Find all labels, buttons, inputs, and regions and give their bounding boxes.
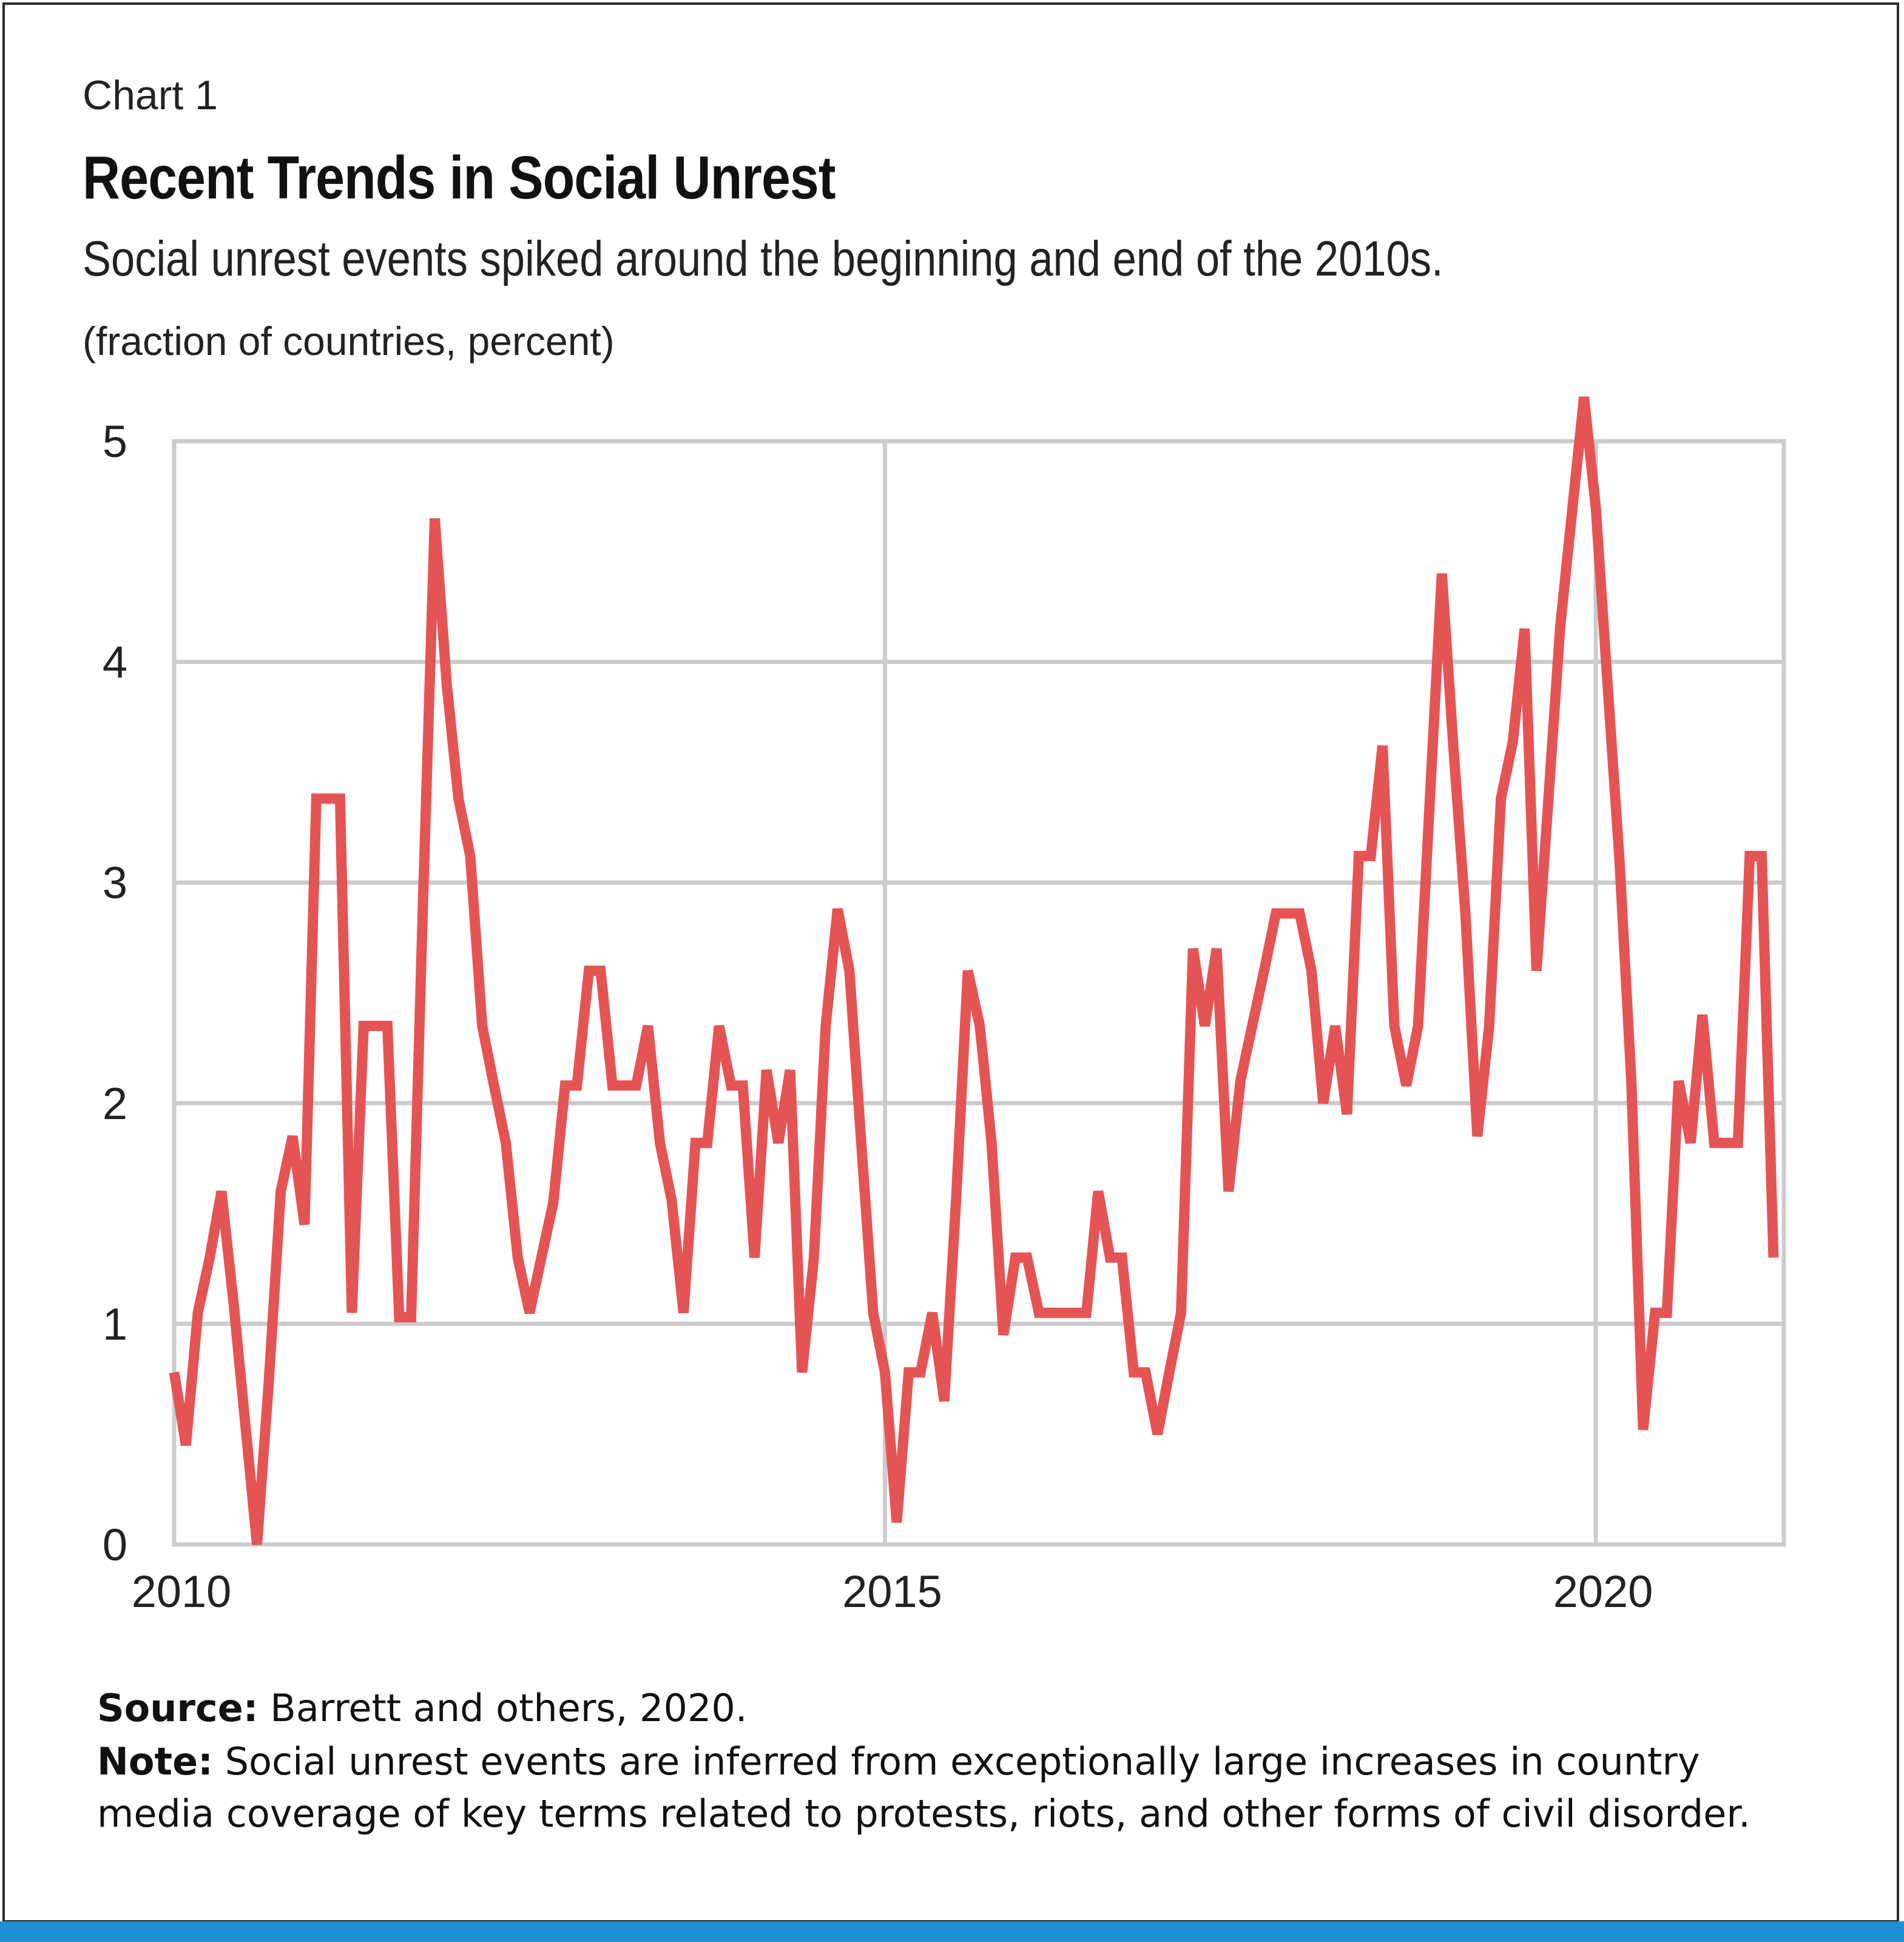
note-text-line-2: media coverage of key terms related to p…: [97, 1791, 1750, 1836]
series-layer: [169, 396, 1779, 1545]
y-tick-labels: 0 1 2 3 4 5: [103, 416, 127, 1570]
chart-subtitle: Social unrest events spiked around the b…: [83, 231, 1443, 286]
y-tick-label: 1: [103, 1299, 127, 1349]
x-tick-label: 2010: [132, 1566, 232, 1617]
chart-number: Chart 1: [83, 72, 218, 118]
x-tick-labels: 2010 2015 2020: [132, 1566, 1653, 1617]
source-text: Barrett and others, 2020.: [270, 1686, 748, 1730]
x-tick-label: 2015: [842, 1566, 942, 1617]
note-label: Note:: [97, 1739, 213, 1784]
y-axis-unit-label: (fraction of countries, percent): [83, 319, 615, 364]
y-tick-label: 4: [103, 637, 127, 688]
chart-title: Recent Trends in Social Unrest: [83, 144, 836, 212]
series-line: [169, 396, 1779, 1545]
note-text-line-1: Social unrest events are inferred from e…: [224, 1739, 1700, 1784]
y-tick-label: 5: [103, 416, 127, 467]
source-label: Source:: [97, 1686, 258, 1730]
y-tick-label: 2: [103, 1078, 127, 1129]
note-line-2: media coverage of key terms related to p…: [97, 1791, 1750, 1836]
x-tick-label: 2020: [1553, 1566, 1653, 1617]
y-tick-label: 3: [103, 858, 127, 908]
note-line-1: Note: Social unrest events are inferred …: [97, 1739, 1700, 1784]
source-line: Source: Barrett and others, 2020.: [97, 1686, 748, 1730]
y-tick-label: 0: [103, 1520, 127, 1570]
accent-bar: [0, 1921, 1904, 1942]
line-chart: 0 1 2 3 4 5 2010 2015 2020: [103, 396, 1786, 1617]
